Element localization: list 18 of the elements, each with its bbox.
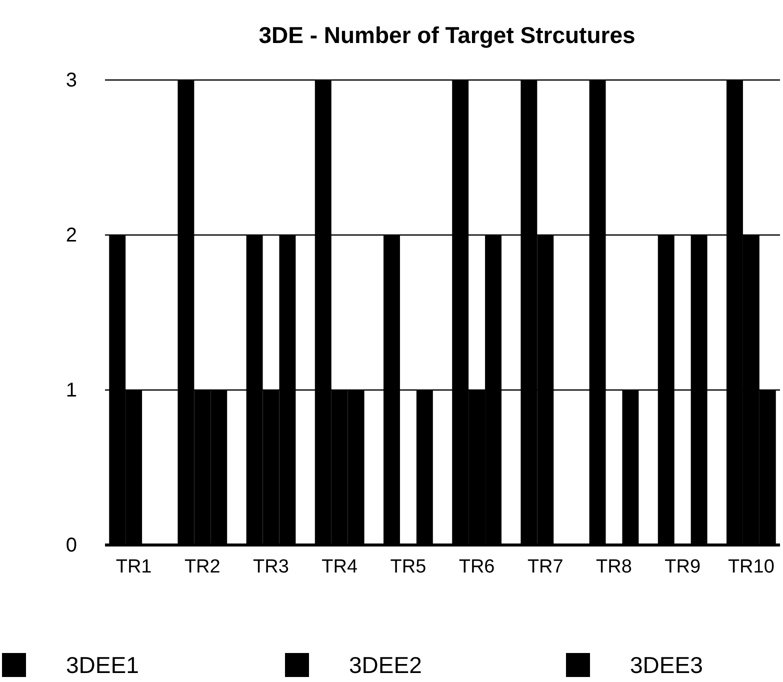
x-tick-label: TR2 [184,556,220,578]
x-tick-label: TR7 [527,556,564,578]
chart-title: 3DE - Number of Target Strcutures [258,22,636,48]
x-tick-label: TR1 [116,556,152,578]
y-tick-label: 2 [66,224,77,246]
y-tick-label: 0 [66,534,77,556]
y-tick-label: 3 [66,69,77,92]
y-tick-label: 1 [66,379,77,402]
x-tick-label: TR4 [322,556,358,578]
legend-label: 3DEE2 [349,652,422,678]
legend-label: 3DEE1 [66,652,139,678]
x-tick-label: TR10 [728,556,774,578]
x-tick-label: TR5 [390,556,426,578]
x-tick-label: TR3 [253,556,289,578]
x-tick-label: TR6 [458,556,495,578]
x-tick-label: TR8 [596,556,632,578]
legend-label: 3DEE3 [630,652,703,678]
x-tick-label: TR9 [664,556,701,578]
